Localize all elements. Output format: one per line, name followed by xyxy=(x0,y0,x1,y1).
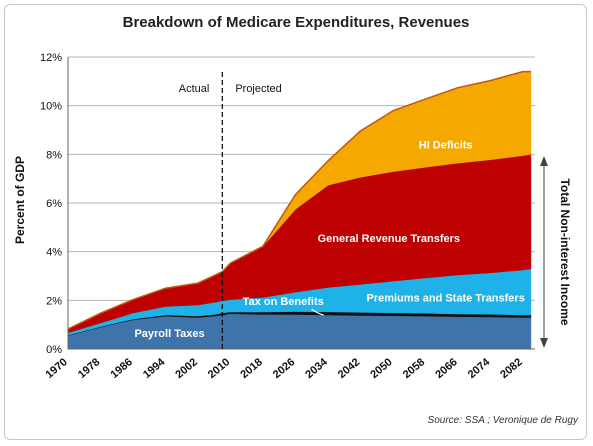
x-tick-1986: 1986 xyxy=(108,356,134,381)
y-tick-0: 0% xyxy=(46,344,62,356)
label-premiums-and-state-transfers: Premiums and State Transfers xyxy=(366,293,524,305)
chart-title: Breakdown of Medicare Expenditures, Reve… xyxy=(123,14,470,31)
x-tick-2034: 2034 xyxy=(303,356,330,381)
label-payroll-taxes: Payroll Taxes xyxy=(134,328,204,340)
x-tick-2018: 2018 xyxy=(238,356,264,381)
projected-label: Projected xyxy=(235,83,281,95)
x-tick-2082: 2082 xyxy=(498,356,524,381)
x-tick-labels: 1970 1978 1986 1994 2002 2010 2018 2026 2034 2042… xyxy=(43,356,524,381)
label-hi-deficits: HI Deficits xyxy=(419,139,473,151)
x-tick-2074: 2074 xyxy=(466,356,493,381)
label-tax-on-benefits: Tax on Benefits xyxy=(243,296,324,308)
total-outline xyxy=(67,70,531,330)
bracket-arrow-up-icon xyxy=(540,156,548,166)
y-tick-labels: 0% 2% 4% 6% 8% 10% 12% xyxy=(40,52,62,356)
label-general-revenue-transfers: General Revenue Transfers xyxy=(318,233,460,245)
right-axis-label: Total Non-interest Income xyxy=(558,178,572,325)
x-tick-2050: 2050 xyxy=(368,356,394,381)
tax-pointer-icon xyxy=(311,308,324,316)
y-tick-2: 2% xyxy=(46,295,62,307)
x-tick-1970: 1970 xyxy=(43,356,69,381)
x-tick-2058: 2058 xyxy=(401,356,427,381)
y-tick-8: 8% xyxy=(46,149,62,161)
y-tick-10: 10% xyxy=(40,101,62,113)
x-tick-1994: 1994 xyxy=(141,356,168,381)
bracket-arrow-down-icon xyxy=(540,338,548,348)
source-note: Source: SSA ; Veronique de Rugy xyxy=(428,415,579,426)
y-axis-label: Percent of GDP xyxy=(13,156,27,244)
x-tick-2002: 2002 xyxy=(173,356,199,381)
x-tick-2066: 2066 xyxy=(433,356,459,381)
y-tick-12: 12% xyxy=(40,52,62,64)
series-labels: Payroll Taxes Tax on Benefits Premiums and… xyxy=(134,139,524,340)
x-tick-2026: 2026 xyxy=(271,356,297,381)
x-tick-2042: 2042 xyxy=(336,356,362,381)
actual-label: Actual xyxy=(179,83,210,95)
income-bracket-arrow xyxy=(540,156,548,348)
x-tick-1978: 1978 xyxy=(76,356,102,381)
y-tick-6: 6% xyxy=(46,198,62,210)
stacked-areas xyxy=(67,70,532,350)
x-tick-2010: 2010 xyxy=(206,356,232,381)
y-tick-4: 4% xyxy=(46,247,62,259)
